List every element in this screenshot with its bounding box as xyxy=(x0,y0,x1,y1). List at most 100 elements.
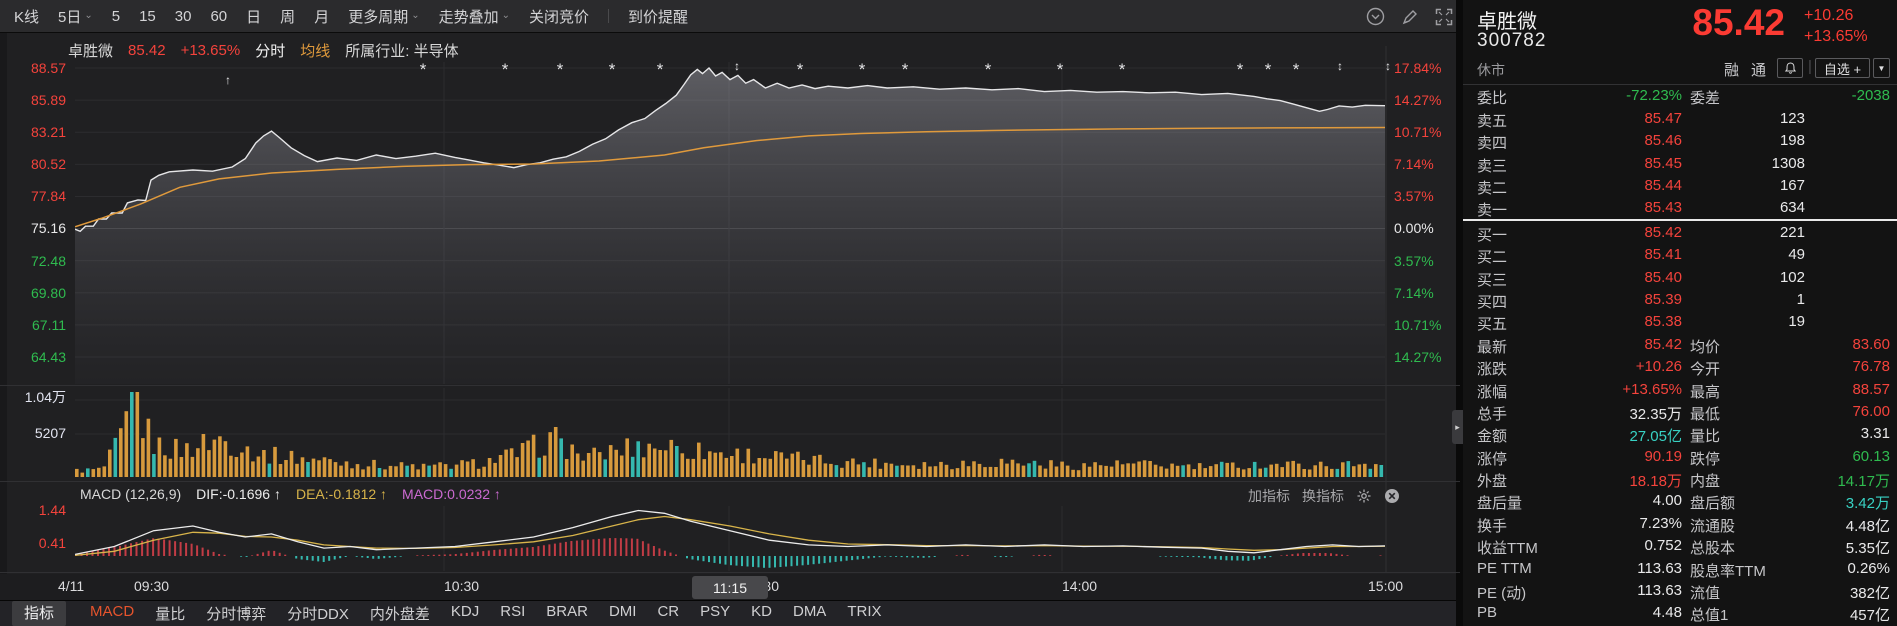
watchlist-dropdown-button[interactable]: ▼ xyxy=(1873,58,1890,78)
svg-text:*: * xyxy=(985,60,992,79)
bid4-price[interactable]: 85.39 xyxy=(1644,291,1682,308)
tab-neiwai-pancha[interactable]: 内外盘差 xyxy=(369,606,430,623)
toolbar-price-alert[interactable]: 到价提醒 xyxy=(628,8,689,26)
stat-label: 总股本 xyxy=(1690,540,1736,557)
pct-tick: 3.57% xyxy=(1394,188,1434,204)
svg-text:*: * xyxy=(1265,60,1272,79)
panel-stock-name: 卓胜微 xyxy=(1477,11,1537,33)
price-tick: 69.80 xyxy=(30,285,66,301)
time-0930: 09:30 xyxy=(134,578,170,594)
alert-bell-button[interactable] xyxy=(1777,58,1803,78)
toolbar-overlay[interactable]: 走势叠加 ⌄ xyxy=(438,8,511,26)
ask1-price[interactable]: 85.43 xyxy=(1644,199,1682,216)
fullscreen-icon[interactable] xyxy=(1435,8,1453,26)
tab-rsi[interactable]: RSI xyxy=(500,603,526,620)
ask3-price[interactable]: 85.45 xyxy=(1644,155,1682,172)
ask5-qty: 123 xyxy=(1779,110,1805,127)
price-tick: 64.43 xyxy=(30,349,66,365)
draw-pencil-icon[interactable] xyxy=(1401,8,1419,26)
add-indicator-button[interactable]: 加指标 xyxy=(1248,488,1290,504)
bid2-price[interactable]: 85.41 xyxy=(1644,246,1682,263)
stat-label: 金额 xyxy=(1477,428,1508,445)
stat-label: 流通股 xyxy=(1690,518,1736,535)
bell-icon xyxy=(1784,62,1796,74)
ask2-qty: 167 xyxy=(1779,177,1805,194)
chevron-down-icon: ⌄ xyxy=(411,9,420,21)
toolbar-close-auction[interactable]: 关闭竞价 xyxy=(529,8,590,26)
stat-label: 最低 xyxy=(1690,406,1721,423)
gear-icon[interactable] xyxy=(1356,488,1372,504)
tab-fenshi-ddx[interactable]: 分时DDX xyxy=(287,606,349,623)
svg-text:*: * xyxy=(420,60,427,79)
industry-label[interactable]: 所属行业: 半导体 xyxy=(345,43,459,60)
stat-value: 88.57 xyxy=(1852,381,1890,398)
switch-indicator-button[interactable]: 换指标 xyxy=(1302,488,1344,504)
indicator-tabbar: 指标 MACD 量比 分时博弈 分时DDX 内外盘差 KDJ RSI BRAR … xyxy=(0,600,1460,626)
circle-dropdown-icon[interactable] xyxy=(1366,7,1385,26)
toolbar-30min[interactable]: 30 xyxy=(174,7,192,25)
stat-label: PB xyxy=(1477,604,1498,621)
stat-label: 最新 xyxy=(1477,339,1508,356)
tab-liangbi[interactable]: 量比 xyxy=(155,606,186,623)
toolbar-60min[interactable]: 60 xyxy=(210,7,228,25)
stat-value: 5.35亿 xyxy=(1845,540,1890,557)
toolbar-month[interactable]: 月 xyxy=(314,8,330,26)
toolbar-5day[interactable]: 5日 ⌄ xyxy=(58,8,93,26)
tab-trix[interactable]: TRIX xyxy=(847,603,882,620)
tab-brar[interactable]: BRAR xyxy=(546,603,588,620)
stat-value: 113.63 xyxy=(1637,582,1682,599)
tab-dmi[interactable]: DMI xyxy=(608,603,637,620)
ask4-price[interactable]: 85.46 xyxy=(1644,132,1682,149)
svg-text:*: * xyxy=(557,60,564,79)
bid-ask-divider xyxy=(1463,219,1897,221)
toolbar-15min[interactable]: 15 xyxy=(139,7,156,25)
time-date: 4/11 xyxy=(58,578,85,594)
stat-label: 外盘 xyxy=(1477,473,1508,490)
toolbar-5min[interactable]: 5 xyxy=(111,7,121,25)
tab-psy[interactable]: PSY xyxy=(700,603,731,620)
toolbar-day[interactable]: 日 xyxy=(246,8,262,26)
bid3-qty: 102 xyxy=(1779,269,1805,286)
bid5-label: 买五 xyxy=(1477,316,1508,333)
bid3-price[interactable]: 85.40 xyxy=(1644,269,1682,286)
macd-hist-value: MACD:0.0232 ↑ xyxy=(402,486,501,502)
bid4-label: 买四 xyxy=(1477,294,1508,311)
weicha-value: -2038 xyxy=(1851,87,1890,104)
period-toolbar: K线 5日 ⌄ 5 15 30 60 日 周 月 更多周期 ⌄ 走势叠加 ⌄ 关闭竞价… xyxy=(0,0,1460,33)
close-indicator-icon[interactable] xyxy=(1384,488,1400,504)
indicator-menu-button[interactable]: 指标 xyxy=(12,601,67,626)
tab-fenshi-boyi[interactable]: 分时博弈 xyxy=(206,606,267,623)
ask2-price[interactable]: 85.44 xyxy=(1644,177,1682,194)
stat-label: 跌停 xyxy=(1690,451,1721,468)
pct-tick: 3.57% xyxy=(1394,253,1434,269)
macd-scale-high: 1.44 xyxy=(38,502,66,518)
panel-collapse-handle[interactable]: ▸ xyxy=(1452,410,1463,444)
intraday-chart[interactable]: ↑ * * * * * ↕ * * * * * * * * * ↕ ↕ xyxy=(0,0,1460,626)
tab-cr[interactable]: CR xyxy=(657,603,680,620)
ask5-price[interactable]: 85.47 xyxy=(1644,110,1682,127)
macd-dea-value: DEA:-0.1812 ↑ xyxy=(295,486,388,502)
weibi-label: 委比 xyxy=(1477,90,1508,107)
stat-label: 流值 xyxy=(1690,585,1721,602)
toolbar-kline[interactable]: K线 xyxy=(14,8,40,26)
toolbar-more-periods[interactable]: 更多周期 ⌄ xyxy=(348,8,420,26)
overlay-avgline-toggle[interactable]: 均线 xyxy=(300,43,331,60)
macd-tools: 加指标 换指标 xyxy=(1248,486,1400,506)
chevron-down-icon: ⌄ xyxy=(84,9,93,21)
chart-stock-name: 卓胜微 xyxy=(68,43,114,60)
ask5-label: 卖五 xyxy=(1477,113,1508,130)
bid1-price[interactable]: 85.42 xyxy=(1644,224,1682,241)
tab-macd[interactable]: MACD xyxy=(90,603,135,620)
stat-label: 今开 xyxy=(1690,361,1721,378)
mode-fenshi-toggle[interactable]: 分时 xyxy=(255,43,286,60)
tab-kdj[interactable]: KDJ xyxy=(450,603,480,620)
tab-dma[interactable]: DMA xyxy=(792,603,827,620)
bid5-price[interactable]: 85.38 xyxy=(1644,313,1682,330)
tab-kd[interactable]: KD xyxy=(751,603,772,620)
stat-value: 27.05亿 xyxy=(1629,428,1682,445)
chart-pct: +13.65% xyxy=(180,42,241,59)
toolbar-week[interactable]: 周 xyxy=(280,8,296,26)
margin-badge: 融 xyxy=(1724,62,1740,79)
add-watchlist-button[interactable]: 自选 + xyxy=(1815,58,1870,78)
stat-label: PE (动) xyxy=(1477,585,1527,602)
